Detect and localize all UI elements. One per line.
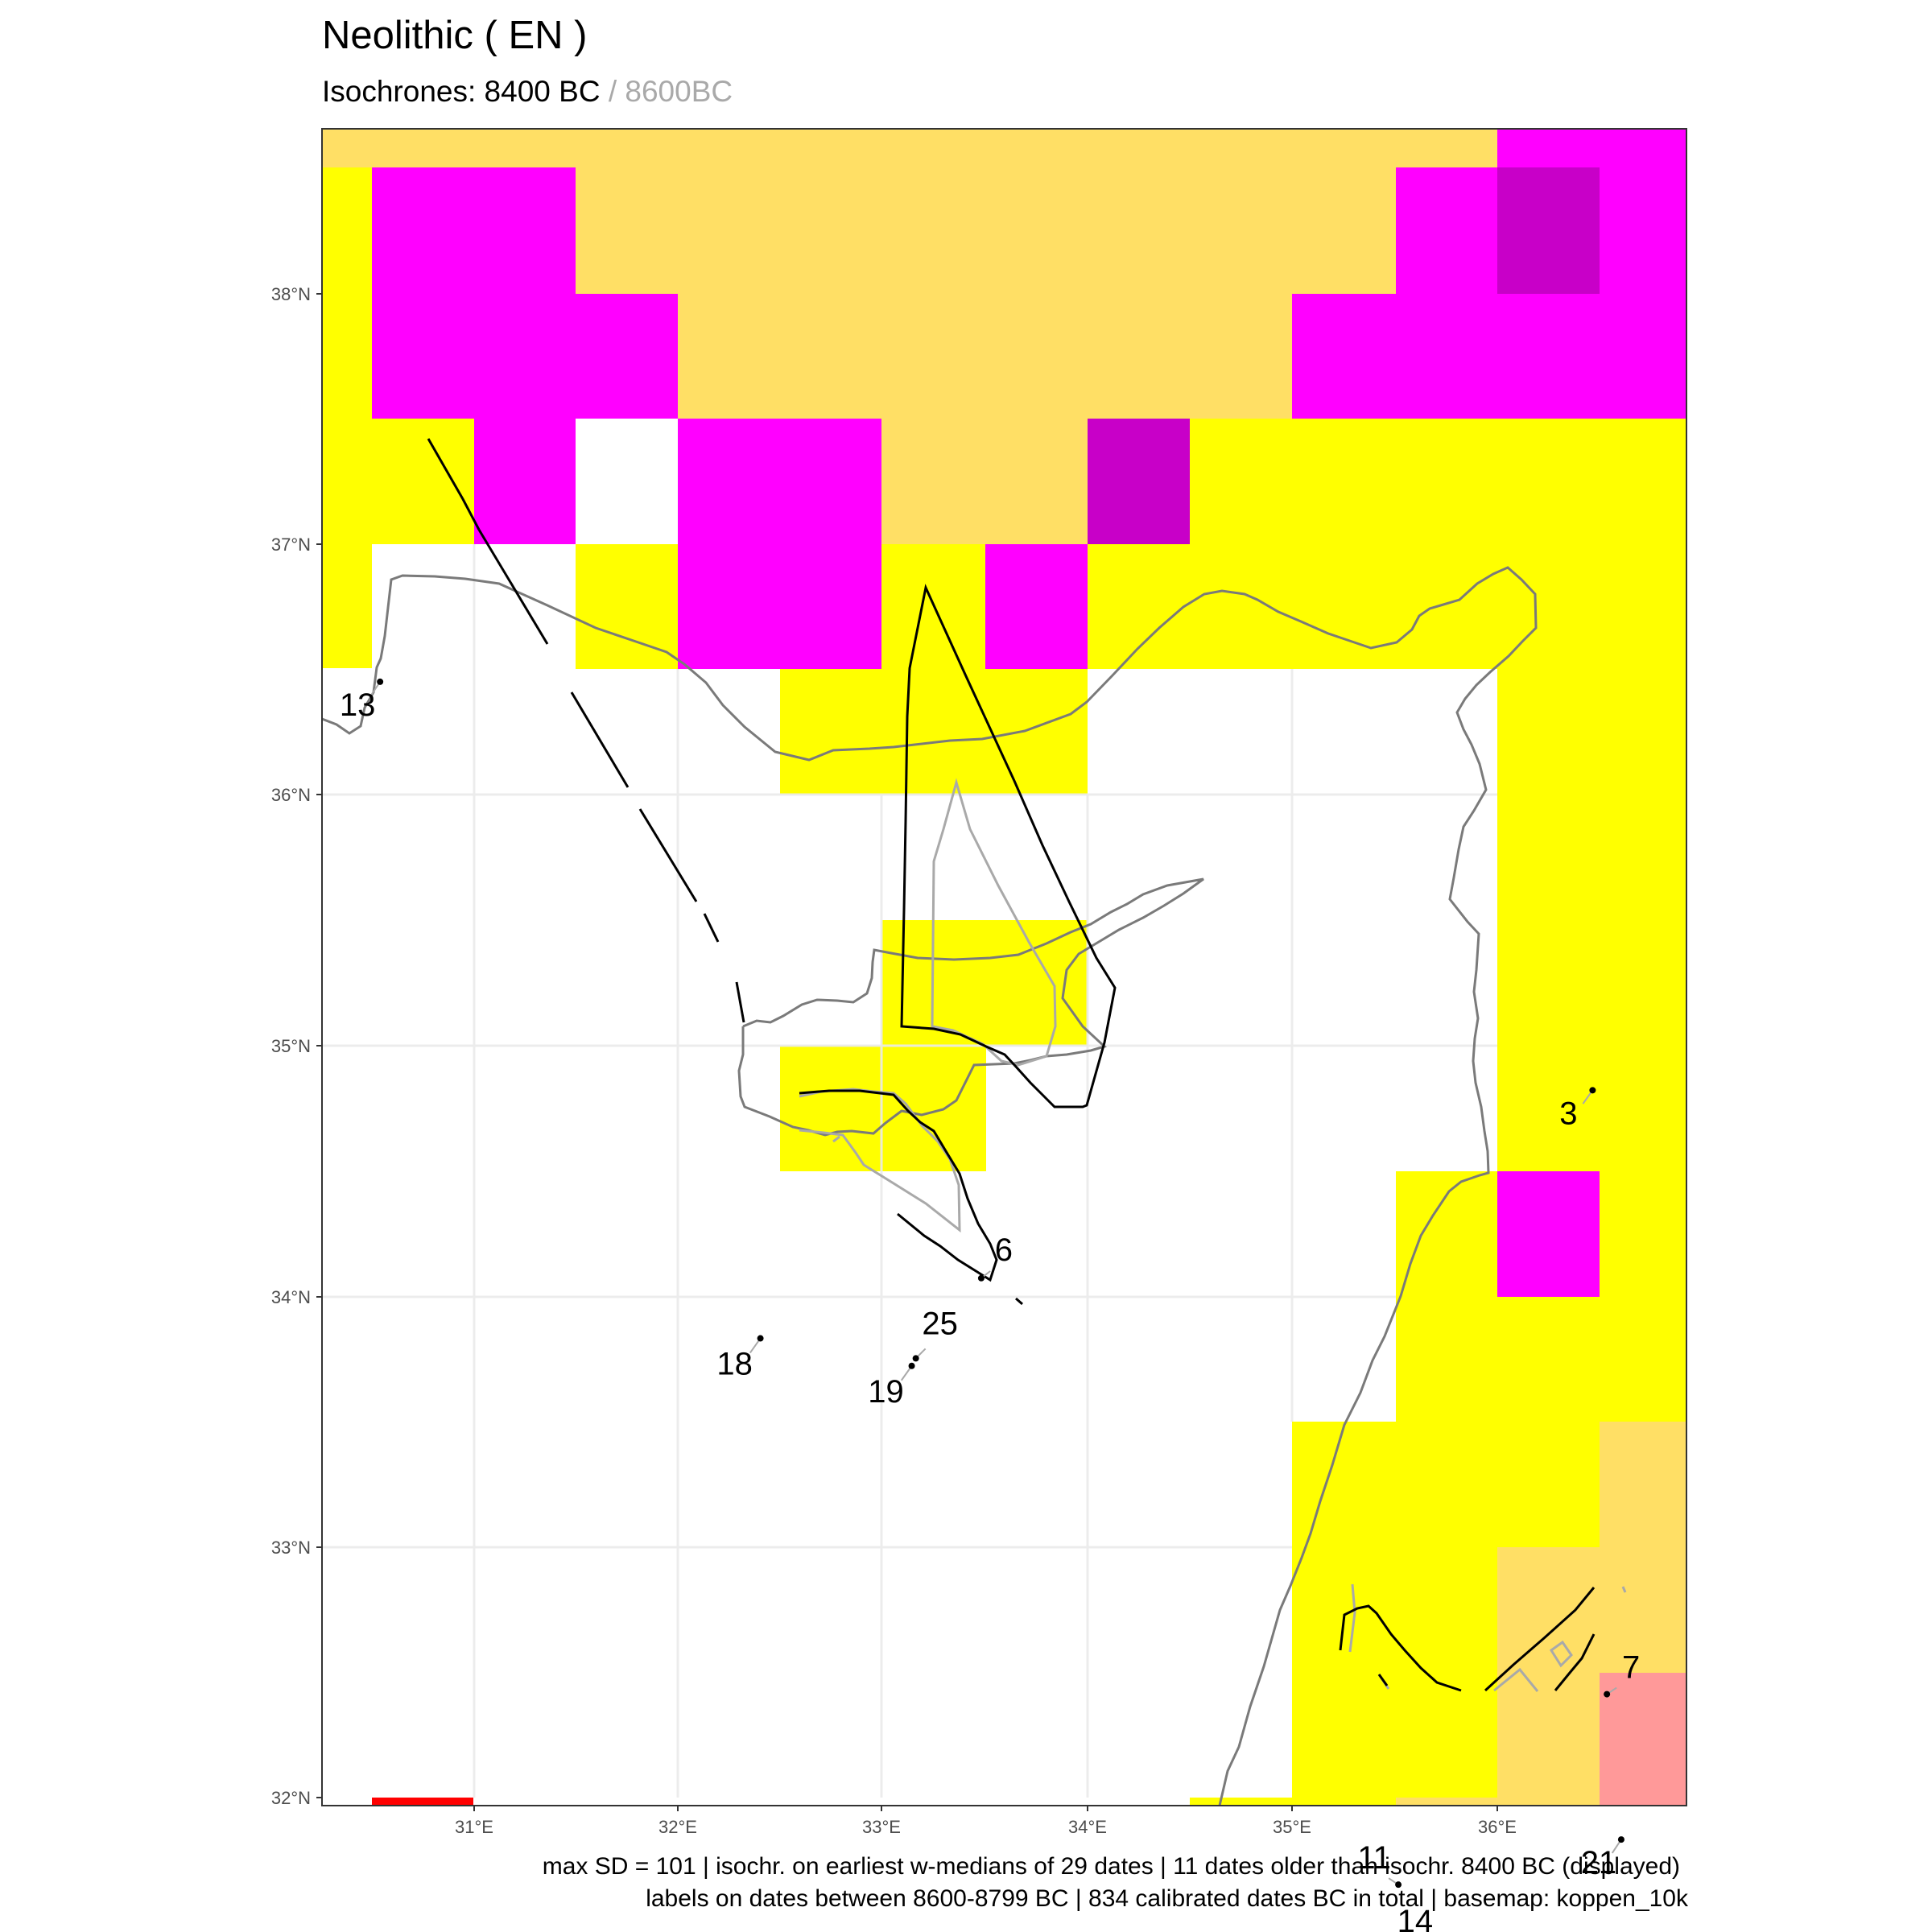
map-title: Neolithic ( EN ): [322, 14, 587, 57]
x-tick-label: 36°E: [1478, 1817, 1517, 1837]
climate-cell: [780, 669, 1088, 795]
site-point: [1395, 1881, 1402, 1889]
climate-cell: [372, 167, 576, 419]
x-tick-label: 32°E: [658, 1817, 697, 1837]
y-tick-label: 36°N: [271, 785, 311, 805]
x-axis-labels: 31°E 32°E 33°E 34°E 35°E 36°E: [455, 1817, 1517, 1837]
site-point: [908, 1362, 915, 1369]
climate-cell: [1292, 1422, 1396, 1806]
climate-cell: [1190, 1798, 1292, 1806]
y-axis-labels: 38°N 37°N 36°N 35°N 34°N 33°N 32°N: [271, 284, 311, 1808]
climate-cell: [1600, 1422, 1686, 1547]
caption-line-2: labels on dates between 8600-8799 BC | 8…: [646, 1885, 1689, 1912]
y-tick-label: 38°N: [271, 284, 311, 304]
site-label: 25: [922, 1306, 958, 1341]
site-point: [377, 678, 384, 685]
climate-cell: [576, 544, 678, 669]
site-label: 21: [1581, 1845, 1617, 1880]
site-label: 14: [1397, 1904, 1434, 1932]
climate-cell: [1497, 129, 1686, 167]
site-label: 11: [1357, 1840, 1391, 1876]
caption-line-1: max SD = 101 | isochr. on earliest w-med…: [543, 1853, 1680, 1880]
caption: max SD = 101 | isochr. on earliest w-med…: [543, 1853, 1689, 1912]
map-subtitle: Isochrones: 8400 BC / 8600BC: [322, 75, 733, 108]
climate-cell: [678, 544, 881, 669]
site-point: [1604, 1690, 1611, 1698]
subtitle-separator: /: [601, 75, 625, 108]
site-point: [757, 1335, 764, 1342]
map-panel: 1336251918711141621: [321, 128, 1687, 1932]
climate-cell: [322, 167, 372, 668]
x-tick-label: 31°E: [455, 1817, 493, 1837]
climate-cell: [1396, 1171, 1497, 1806]
site-point: [1617, 1836, 1624, 1843]
climate-cell: [474, 419, 576, 544]
coastline: [322, 566, 1538, 1806]
x-tick-label: 33°E: [862, 1817, 901, 1837]
y-tick-label: 32°N: [271, 1788, 311, 1808]
climate-cell: [1292, 294, 1686, 419]
site-label: 13: [340, 687, 376, 723]
site-label: 18: [716, 1347, 753, 1382]
gridlines: [322, 544, 1497, 1798]
climate-cell: [576, 167, 1396, 419]
climate-cell: [1088, 419, 1190, 544]
climate-cell: [1600, 1673, 1686, 1806]
y-tick-label: 35°N: [271, 1036, 311, 1056]
y-tick-label: 34°N: [271, 1287, 311, 1307]
climate-cell: [780, 1046, 986, 1171]
x-tick-label: 34°E: [1068, 1817, 1107, 1837]
koppen-raster: [322, 129, 1686, 1806]
site-label: 3: [1559, 1096, 1577, 1131]
sites-layer: 1336251918711141621: [340, 678, 1640, 1932]
y-axis: [316, 293, 322, 1798]
x-axis: [473, 1806, 1498, 1811]
climate-cell: [881, 419, 1088, 544]
y-tick-label: 33°N: [271, 1538, 311, 1558]
climate-cell: [1497, 167, 1600, 294]
climate-cell: [372, 1798, 473, 1806]
climate-cell: [372, 419, 474, 544]
isochrones-8400bc: [427, 438, 1596, 1692]
climate-cell: [678, 419, 881, 544]
climate-cell: [1497, 1171, 1600, 1297]
climate-cell: [1088, 544, 1686, 669]
climate-cell: [1396, 1798, 1497, 1806]
panel-border: [321, 128, 1687, 1806]
site-point: [912, 1355, 919, 1362]
site-label: 19: [868, 1374, 904, 1410]
site-label: 7: [1622, 1650, 1640, 1686]
climate-cell: [1190, 419, 1686, 544]
climate-cell: [576, 294, 678, 419]
site-point: [977, 1274, 985, 1282]
climate-cell: [985, 544, 1088, 669]
climate-cell: [322, 129, 1497, 167]
y-tick-label: 37°N: [271, 535, 311, 555]
x-tick-label: 35°E: [1273, 1817, 1311, 1837]
subtitle-primary: Isochrones: 8400 BC: [322, 75, 601, 108]
site-label: 6: [995, 1232, 1013, 1268]
subtitle-secondary: 8600BC: [625, 75, 733, 108]
site-point: [1589, 1087, 1596, 1094]
